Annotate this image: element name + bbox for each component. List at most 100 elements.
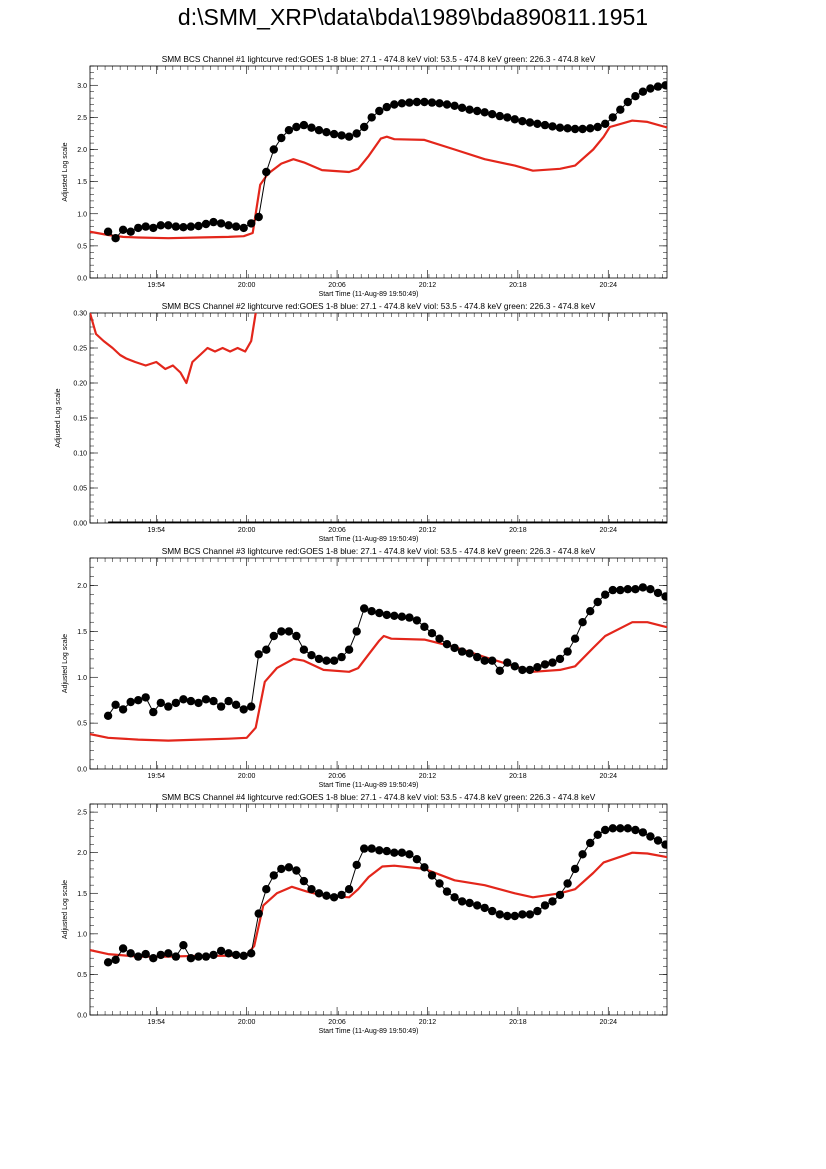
page-title: d:\SMM_XRP\data\bda\1989\bda890811.1951 bbox=[177, 4, 649, 30]
data-point bbox=[314, 654, 324, 664]
data-point bbox=[510, 911, 519, 921]
data-point bbox=[699, 86, 707, 94]
y-axis-label: Adjusted Log scale bbox=[62, 634, 69, 693]
data-point bbox=[450, 101, 459, 111]
data-point bbox=[375, 106, 384, 116]
data-point bbox=[623, 97, 632, 107]
data-point bbox=[457, 897, 467, 906]
data-point bbox=[442, 640, 452, 649]
data-point bbox=[156, 698, 165, 708]
data-point bbox=[586, 607, 595, 616]
data-point bbox=[171, 698, 181, 708]
data-point bbox=[563, 879, 572, 888]
data-point bbox=[457, 647, 467, 656]
plot-frame bbox=[89, 803, 668, 1016]
data-point bbox=[277, 627, 286, 636]
series-connector bbox=[107, 827, 667, 963]
data-point bbox=[344, 132, 354, 141]
y-tick-label: 0.0 bbox=[77, 1013, 87, 1020]
data-point bbox=[518, 117, 527, 126]
x-tick-label: 20:00 bbox=[238, 527, 256, 534]
data-point bbox=[360, 604, 369, 613]
series-group bbox=[90, 81, 752, 243]
data-point bbox=[653, 82, 663, 91]
data-point bbox=[277, 864, 286, 874]
data-point bbox=[669, 596, 677, 604]
data-point bbox=[420, 97, 429, 107]
data-point bbox=[412, 855, 422, 864]
data-point bbox=[608, 824, 617, 833]
data-point bbox=[360, 844, 369, 853]
data-point bbox=[134, 696, 143, 705]
chart-panel-4: SMM BCS Channel #4 lightcurve red:GOES 1… bbox=[62, 792, 745, 1035]
data-point bbox=[533, 663, 542, 672]
data-point bbox=[111, 955, 120, 964]
data-point bbox=[631, 585, 640, 594]
data-point bbox=[118, 944, 128, 953]
data-point bbox=[435, 99, 444, 108]
data-point bbox=[737, 96, 745, 104]
data-point bbox=[292, 122, 301, 132]
data-point bbox=[578, 618, 587, 627]
data-point bbox=[375, 846, 384, 855]
data-point bbox=[540, 901, 550, 910]
series-group bbox=[90, 824, 745, 967]
data-point bbox=[533, 906, 542, 916]
x-tick-label: 20:06 bbox=[328, 773, 346, 780]
x-tick-label: 20:12 bbox=[419, 527, 437, 534]
data-point bbox=[239, 223, 248, 233]
data-point bbox=[179, 941, 188, 950]
data-point bbox=[488, 656, 497, 665]
x-tick-label: 20:12 bbox=[419, 773, 437, 780]
x-tick-label: 20:18 bbox=[509, 773, 527, 780]
data-point bbox=[722, 875, 730, 883]
data-point bbox=[669, 81, 677, 89]
x-tick-label: 20:00 bbox=[238, 282, 256, 289]
x-tick-label: 19:54 bbox=[148, 1019, 166, 1026]
x-tick-label: 20:06 bbox=[328, 527, 346, 534]
y-tick-label: 2.5 bbox=[77, 115, 87, 122]
data-point bbox=[684, 605, 692, 613]
data-point bbox=[224, 949, 233, 958]
data-point bbox=[729, 877, 737, 885]
x-tick-label: 19:54 bbox=[148, 773, 166, 780]
y-tick-label: 0.05 bbox=[73, 486, 87, 493]
data-point bbox=[284, 863, 294, 872]
x-axis-label: Start Time (11-Aug-89 19:50:49) bbox=[319, 291, 419, 298]
data-point bbox=[186, 954, 196, 963]
data-point bbox=[616, 105, 625, 114]
y-tick-label: 2.5 bbox=[77, 810, 87, 817]
data-point bbox=[134, 223, 143, 233]
y-tick-label: 0.20 bbox=[73, 381, 87, 388]
data-point bbox=[307, 885, 316, 894]
data-point bbox=[729, 627, 737, 635]
data-point bbox=[292, 866, 301, 875]
data-point bbox=[284, 627, 294, 636]
data-point bbox=[164, 221, 173, 230]
data-point bbox=[593, 597, 602, 607]
data-point bbox=[239, 951, 248, 960]
y-tick-label: 0.15 bbox=[73, 416, 87, 423]
plot-frame bbox=[89, 65, 668, 279]
data-point bbox=[442, 887, 452, 896]
data-point bbox=[616, 585, 625, 595]
y-tick-label: 0.25 bbox=[73, 346, 87, 353]
x-axis-label: Start Time (11-Aug-89 19:50:49) bbox=[319, 1028, 419, 1035]
data-point bbox=[231, 950, 241, 960]
data-point bbox=[118, 705, 128, 714]
data-point bbox=[555, 890, 565, 900]
data-point bbox=[691, 861, 699, 869]
data-point bbox=[563, 124, 572, 133]
data-point bbox=[737, 879, 745, 887]
data-point bbox=[231, 700, 241, 709]
data-point bbox=[118, 225, 128, 234]
data-point bbox=[653, 836, 663, 845]
data-point bbox=[247, 702, 256, 711]
data-point bbox=[570, 634, 580, 643]
y-tick-label: 0.5 bbox=[77, 721, 87, 728]
data-point bbox=[277, 133, 286, 143]
data-point bbox=[661, 840, 667, 849]
data-point bbox=[503, 113, 512, 122]
data-point bbox=[744, 98, 752, 106]
